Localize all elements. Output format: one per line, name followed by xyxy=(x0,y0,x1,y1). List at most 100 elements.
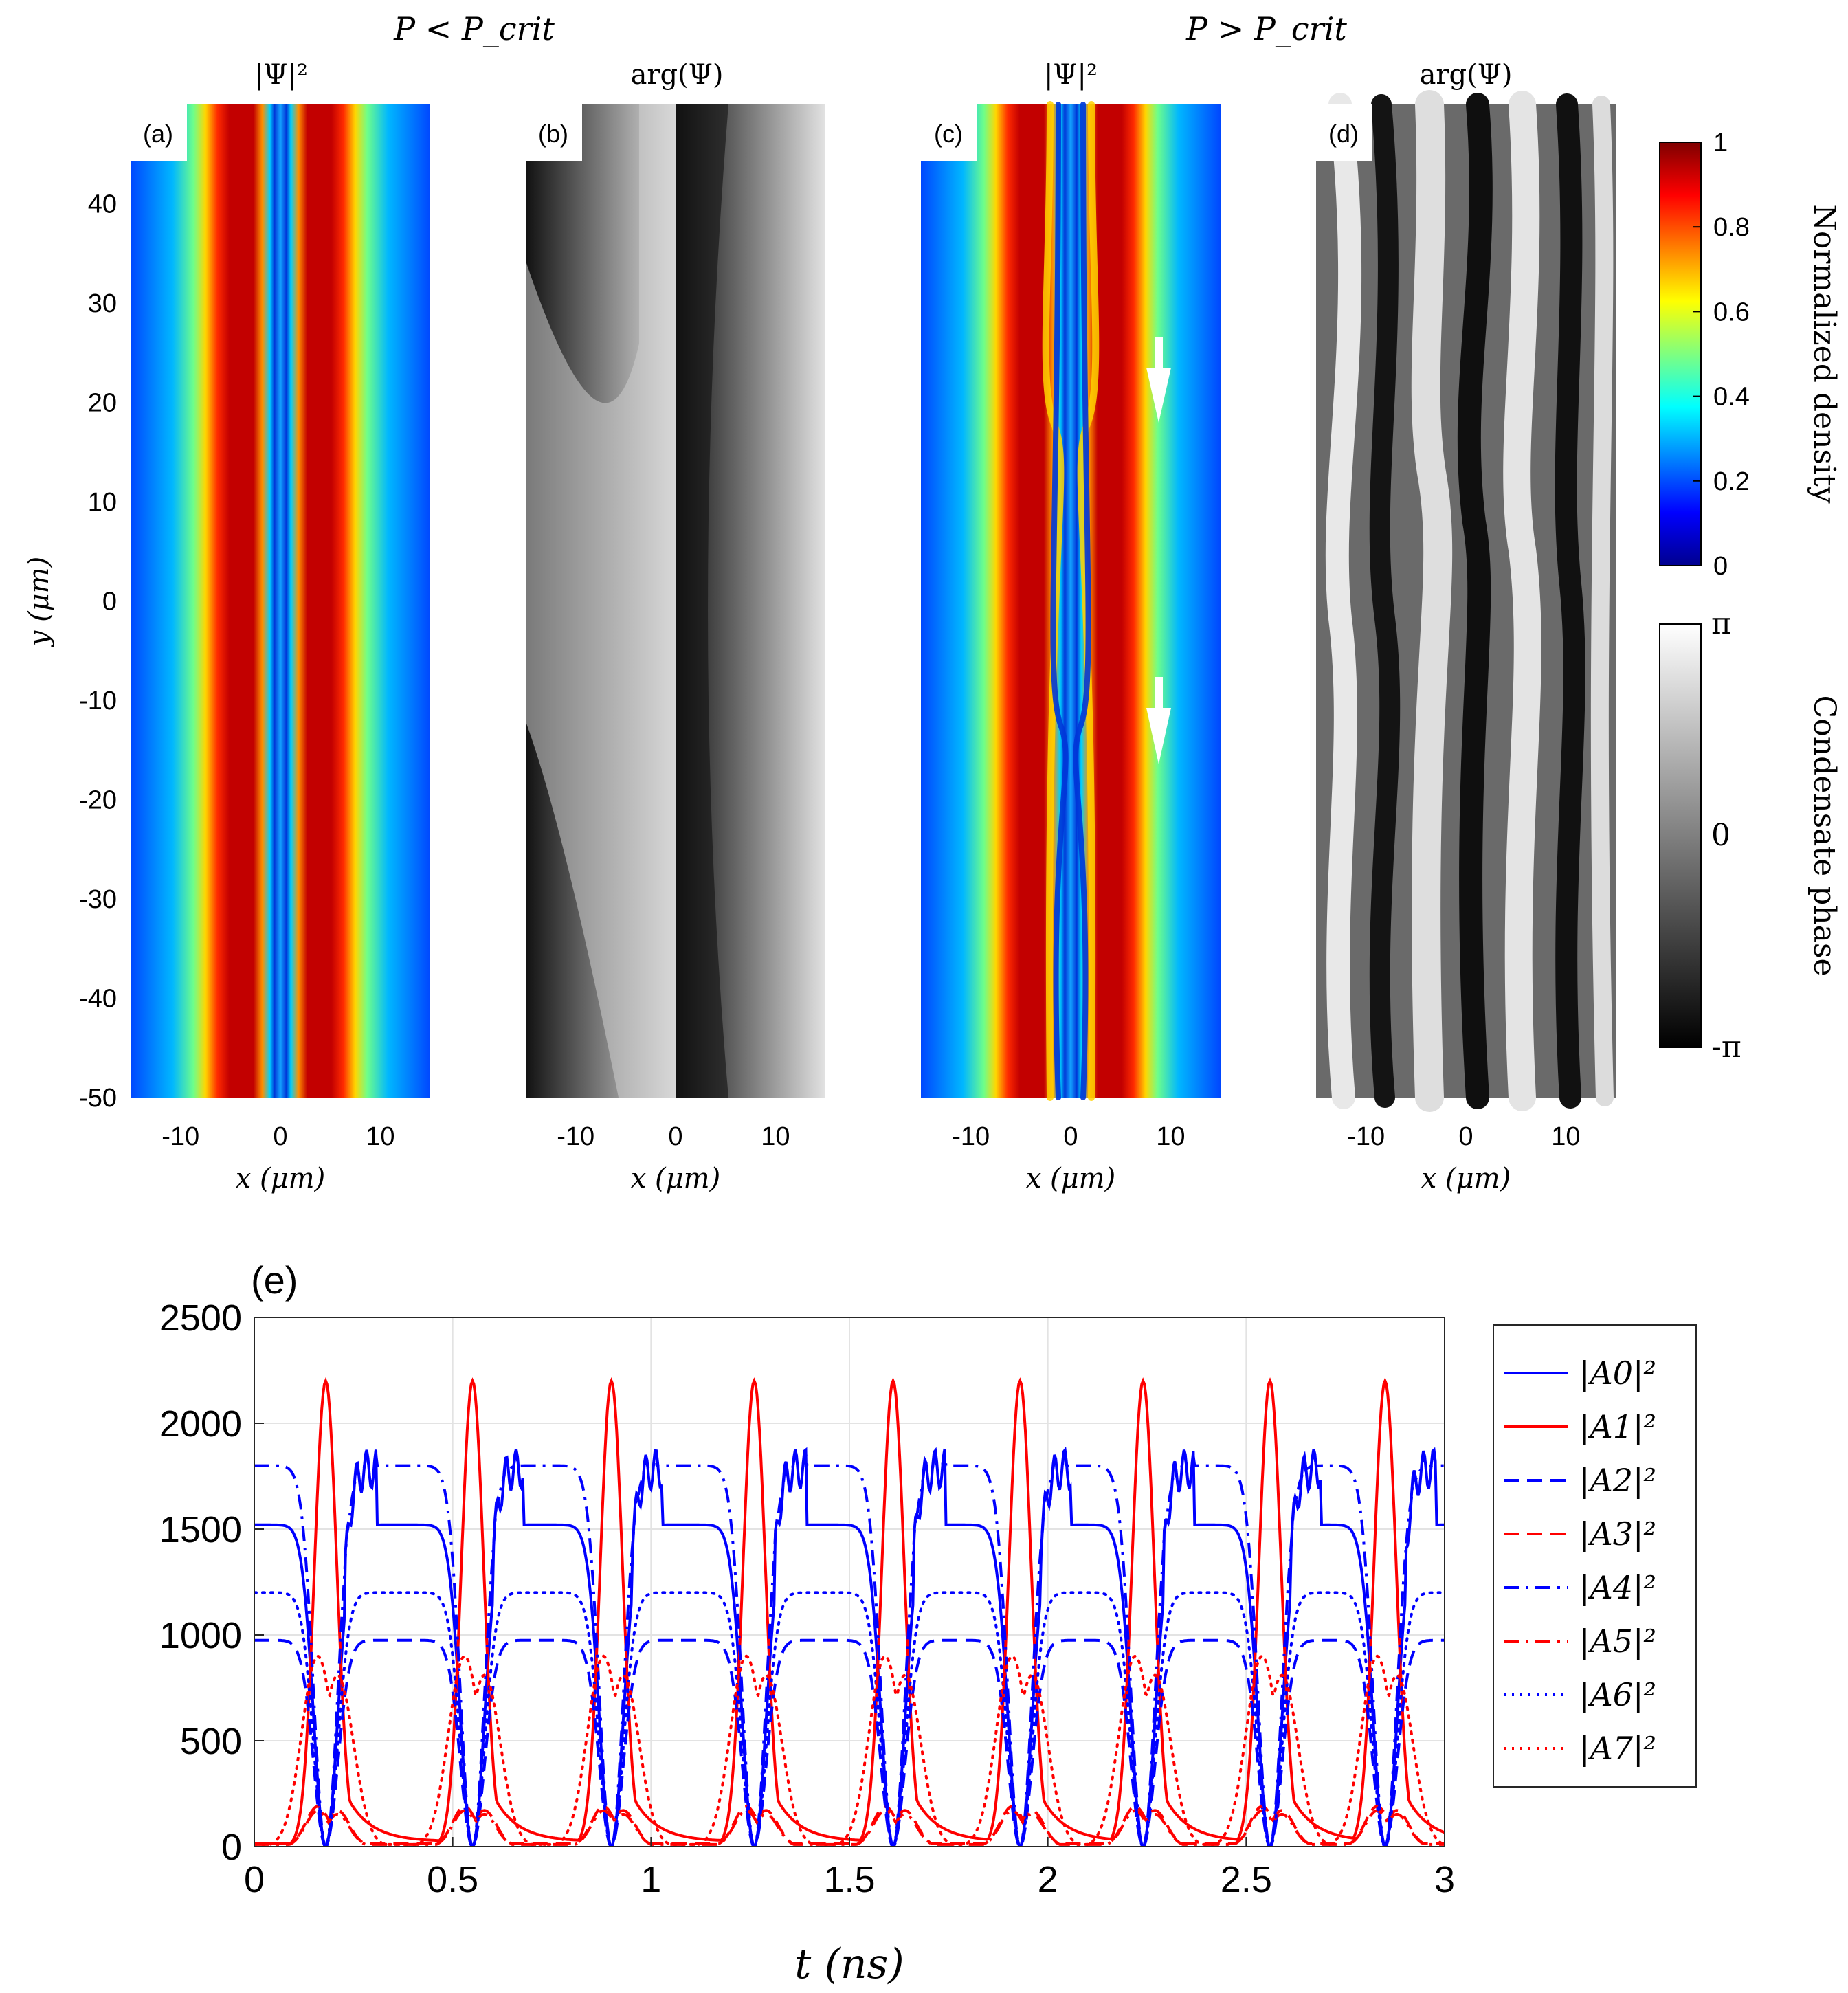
colorbar-density: 1 0.8 0.6 0.4 0.2 0 Normalized density xyxy=(1659,129,1842,581)
chart-legend-label: |A0|² xyxy=(1579,1355,1656,1392)
panel-c-density-map xyxy=(921,104,1221,1098)
colorbar-density-tick-label: 0.8 xyxy=(1713,213,1750,242)
chart-series-line xyxy=(254,1654,1445,1846)
panel-b-label-bg xyxy=(526,104,582,161)
chart-legend-label: |A1|² xyxy=(1579,1408,1656,1445)
chart-x-tick-label: 0 xyxy=(244,1859,265,1900)
map-y-tick-label: -30 xyxy=(79,885,117,914)
chart-series-line xyxy=(254,1451,1445,1847)
colorbar-phase-tick-label: 0 xyxy=(1711,818,1730,853)
header-left: P < P_crit xyxy=(393,10,555,47)
map-x-tick-label: 0 xyxy=(668,1122,682,1151)
panel-a-density-map xyxy=(131,104,430,1098)
colorbar-phase-bar xyxy=(1659,623,1702,1048)
colorbar-density-bar xyxy=(1659,142,1702,566)
chart-x-tick-label: 3 xyxy=(1434,1859,1455,1900)
map-y-tick-label: 10 xyxy=(88,488,117,517)
map-x-label: x (μm) xyxy=(236,1163,325,1194)
down-arrow-icon xyxy=(1146,677,1171,764)
chart-panel-label: (e) xyxy=(251,1258,298,1302)
panel-a: |Ψ|² (a) xyxy=(131,59,430,1098)
chart-legend-label: |A4|² xyxy=(1579,1569,1656,1606)
map-x-tick-label: 10 xyxy=(366,1122,394,1151)
chart-x-tick-label: 2.5 xyxy=(1221,1859,1272,1900)
panel-b: arg(Ψ) (b) xyxy=(526,59,825,1098)
panel-d-label: (d) xyxy=(1328,120,1359,148)
colorbar-density-label: Normalized density xyxy=(1807,204,1842,503)
colorbar-phase-label: Condensate phase xyxy=(1807,695,1842,977)
map-y-tick-label: 40 xyxy=(88,190,117,219)
map-y-tick-label: -50 xyxy=(79,1084,117,1113)
chart-x-tick-label: 0.5 xyxy=(427,1859,478,1900)
colorbar-density-tick-label: 1 xyxy=(1713,129,1728,157)
panel-b-title: arg(Ψ) xyxy=(631,59,724,91)
chart-x-tick-label: 2 xyxy=(1038,1859,1058,1900)
map-y-tick-label: -10 xyxy=(79,687,117,715)
colorbar-phase-tick-label: -π xyxy=(1711,1029,1741,1065)
panel-b-phase-stripes xyxy=(526,104,825,1098)
panel-a-label-bg xyxy=(131,104,187,161)
colorbar-phase-tick-label: π xyxy=(1711,606,1731,641)
map-x-tick-label: -10 xyxy=(162,1122,199,1151)
panel-a-label: (a) xyxy=(143,120,173,148)
chart-legend-box xyxy=(1493,1324,1697,1788)
chart-y-tick-label: 500 xyxy=(180,1721,242,1762)
panel-d-phase-contours xyxy=(1325,90,1614,1112)
chart-legend-label: |A6|² xyxy=(1579,1676,1656,1713)
colorbar-density-tick-label: 0 xyxy=(1713,552,1728,581)
map-y-tick-label: 20 xyxy=(88,389,117,418)
map-y-tick-label: 0 xyxy=(102,588,117,616)
panel-d-title: arg(Ψ) xyxy=(1420,59,1513,91)
chart-legend-label: |A2|² xyxy=(1579,1462,1656,1499)
map-x-tick-label: -10 xyxy=(1347,1122,1385,1151)
panel-d: arg(Ψ) (d) xyxy=(1316,59,1616,1112)
panel-c-label-bg xyxy=(921,104,977,161)
chart-legend: |A0|² |A1|² |A2|² |A3|² |A4|² |A5|² |A6|² |A7|² xyxy=(1493,1324,1697,1788)
map-x-tick-label: -10 xyxy=(557,1122,594,1151)
map-x-label: x (μm) xyxy=(1026,1163,1115,1194)
down-arrow-icon xyxy=(1146,337,1171,423)
chart-x-label: t (ns) xyxy=(794,1940,904,1988)
map-y-tick-label: -20 xyxy=(79,786,117,815)
chart-series-line xyxy=(254,1805,1445,1845)
map-x-label: x (μm) xyxy=(1421,1163,1511,1194)
header-right: P > P_crit xyxy=(1185,10,1347,47)
chart-ticks: 0 0.5 1 1.5 2 2.5 3 0 500 1000 1500 2000 2500 xyxy=(159,1298,1455,1900)
chart-series-line xyxy=(254,1591,1445,1847)
chart-legend-label: |A3|² xyxy=(1579,1515,1656,1552)
map-x-tick-label: 10 xyxy=(1156,1122,1185,1151)
chart-x-tick-label: 1 xyxy=(641,1859,661,1900)
map-x-tick-label: 10 xyxy=(761,1122,790,1151)
chart-series-line xyxy=(254,1446,1445,1847)
colorbar-density-tick-label: 0.6 xyxy=(1713,298,1750,326)
chart-series-line xyxy=(254,1638,1445,1847)
colorbar-phase: π 0 -π Condensate phase xyxy=(1659,606,1842,1065)
map-x-tick-label: 0 xyxy=(1458,1122,1473,1151)
map-x-tick-label: -10 xyxy=(952,1122,990,1151)
panel-c-label: (c) xyxy=(934,120,963,148)
panel-b-label: (b) xyxy=(538,120,568,148)
chart-y-tick-label: 1000 xyxy=(159,1615,242,1656)
panel-a-title: |Ψ|² xyxy=(254,59,308,91)
chart-legend-label: |A7|² xyxy=(1579,1730,1656,1767)
map-axes: -10 0 10 x (μm) -10 0 10 x (μm) -10 0 10 x (μm) -10 0… xyxy=(79,190,1580,1195)
chart-y-tick-label: 1500 xyxy=(159,1509,242,1550)
panel-c: |Ψ|² (c) xyxy=(921,59,1221,1101)
chart-y-tick-label: 0 xyxy=(221,1827,242,1868)
map-x-tick-label: 10 xyxy=(1551,1122,1580,1151)
colorbar-density-tick-label: 0.2 xyxy=(1713,467,1750,496)
map-y-label: y (μm) xyxy=(23,557,55,647)
chart-series xyxy=(254,1377,1445,1847)
map-x-tick-label: 0 xyxy=(273,1122,287,1151)
map-y-tick-label: -40 xyxy=(79,985,117,1014)
map-x-tick-label: 0 xyxy=(1063,1122,1078,1151)
map-y-tick-label: 30 xyxy=(88,289,117,318)
chart-y-tick-label: 2000 xyxy=(159,1403,242,1445)
colorbar-density-tick-label: 0.4 xyxy=(1713,383,1750,412)
panel-d-label-bg xyxy=(1316,104,1372,161)
chart-legend-label: |A5|² xyxy=(1579,1623,1656,1660)
map-x-label: x (μm) xyxy=(631,1163,720,1194)
chart-x-tick-label: 1.5 xyxy=(823,1859,875,1900)
panel-c-title: |Ψ|² xyxy=(1044,59,1098,91)
